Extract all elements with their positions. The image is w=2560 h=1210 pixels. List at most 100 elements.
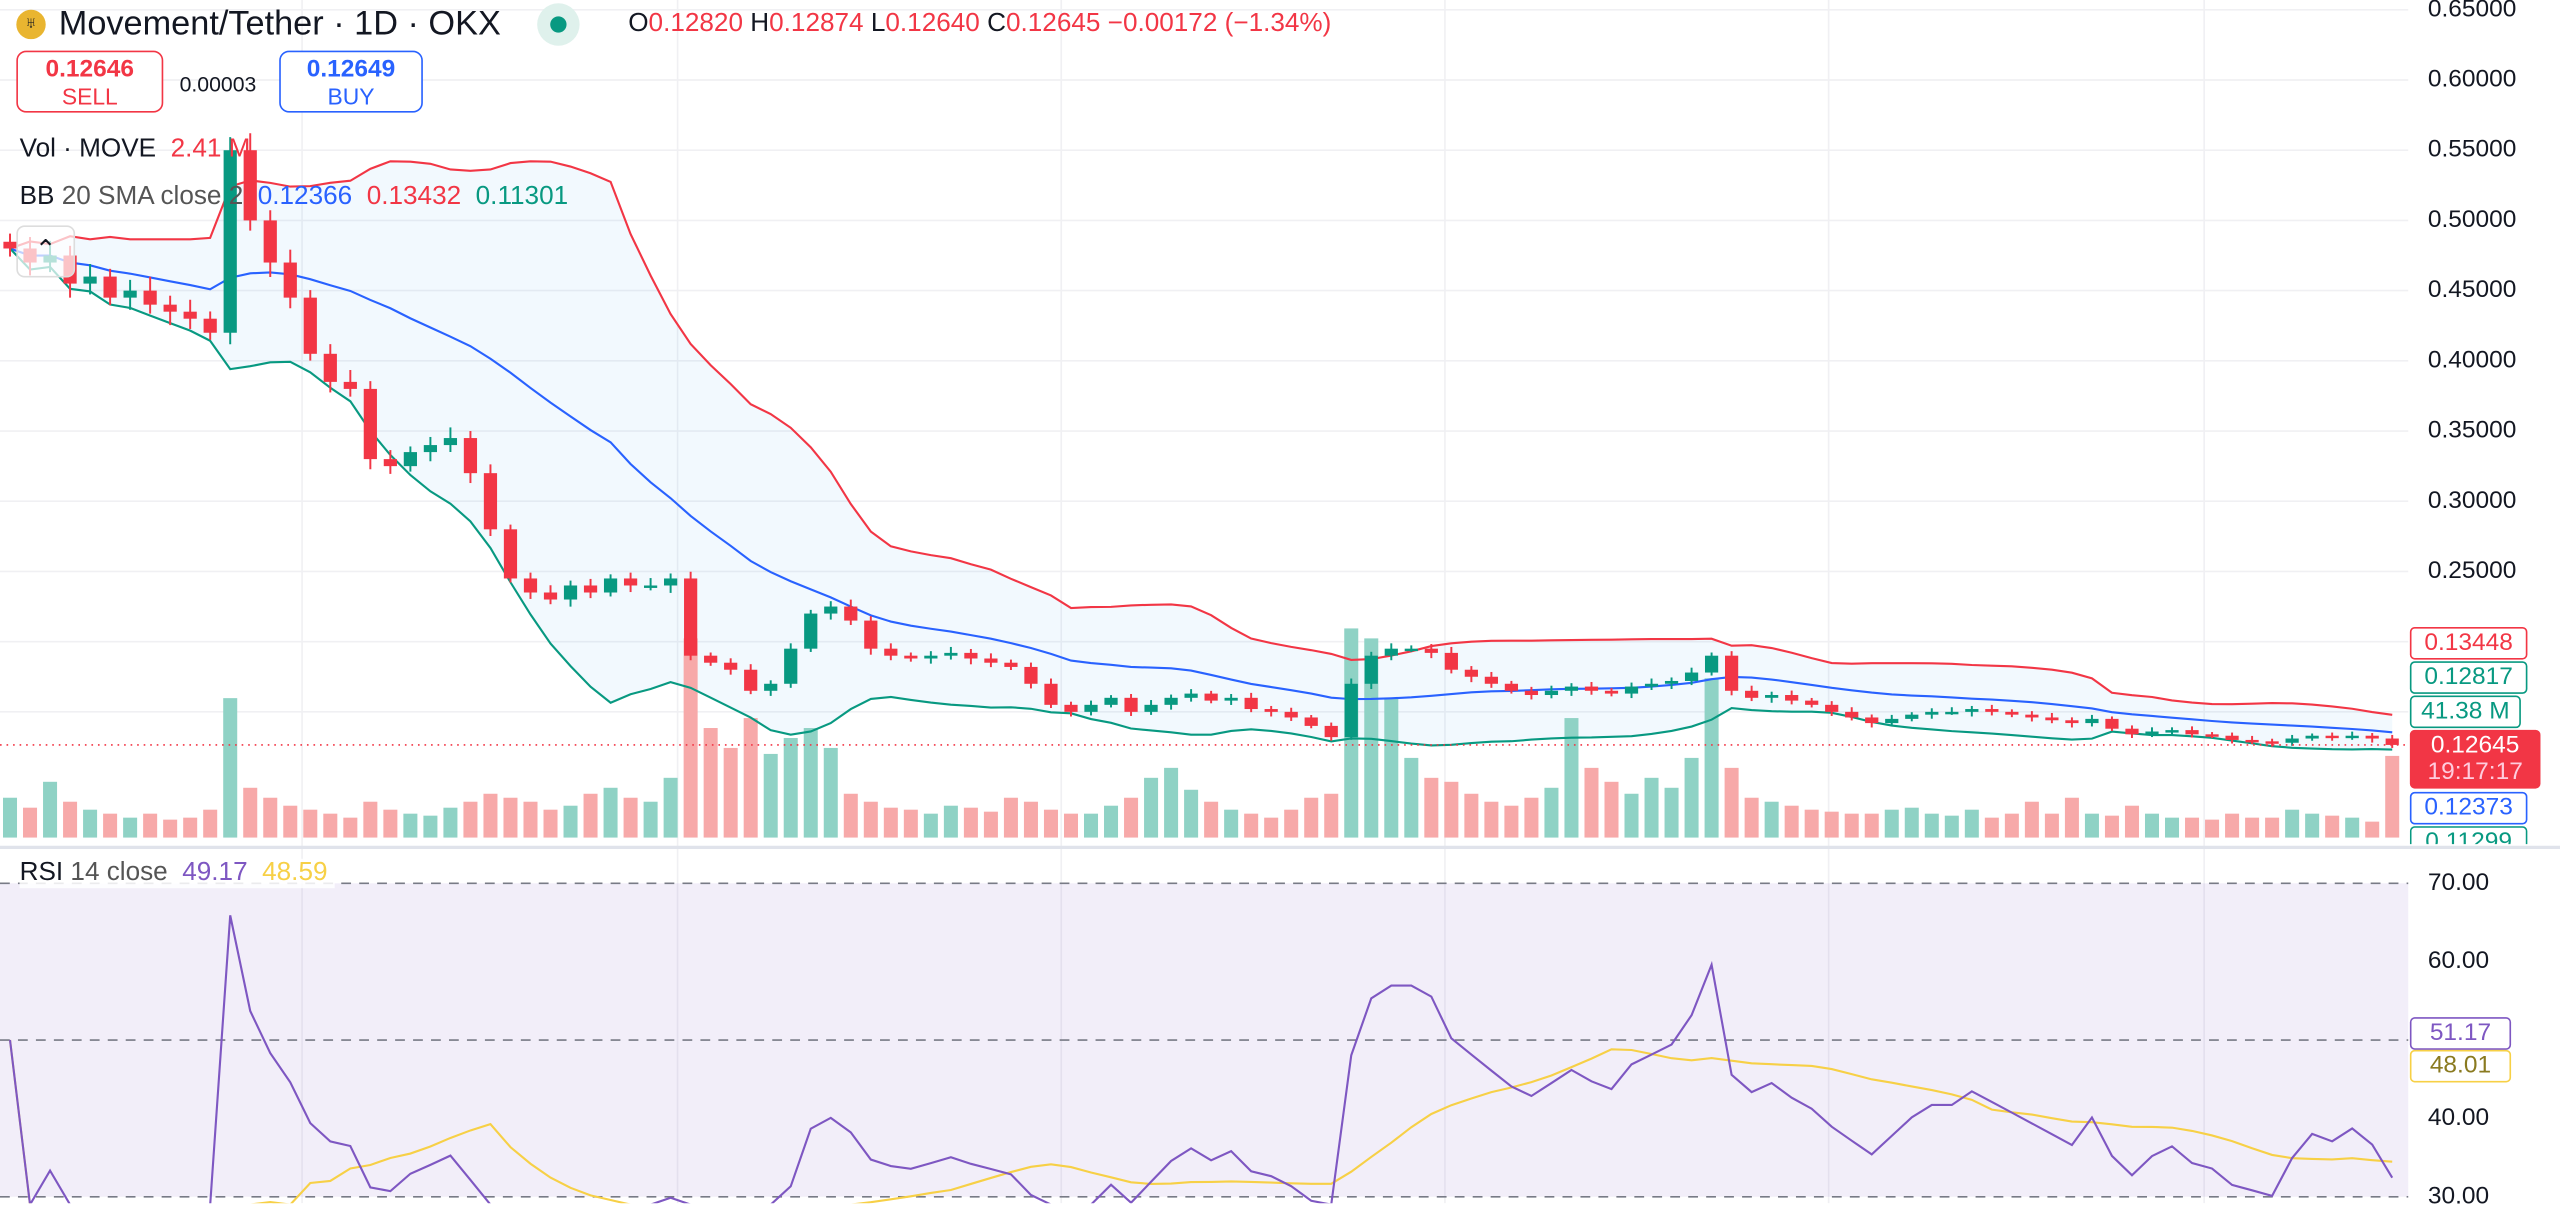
volume-bar [1784, 805, 1799, 838]
candle-body [1184, 693, 1198, 698]
volume-bar [223, 698, 238, 838]
candle-body [1965, 709, 1979, 712]
volume-bar [183, 817, 198, 838]
bb-basis-close-badge: 0.12817 [2409, 661, 2528, 694]
candle-body [2025, 714, 2039, 718]
volume-bar [1804, 809, 1819, 838]
volume-bar [103, 813, 118, 838]
volume-bar [2064, 797, 2079, 838]
candle-body [603, 578, 618, 593]
candle-body [123, 290, 137, 298]
volume-bar [983, 811, 998, 838]
price-tick-label: 0.30000 [2427, 486, 2517, 515]
candle-body [643, 585, 658, 588]
sell-button[interactable]: 0.12646 SELL [16, 50, 164, 113]
volume-bar [2124, 805, 2139, 838]
candle-body [1865, 717, 1879, 724]
candle-body [964, 652, 978, 659]
volume-bar [1144, 777, 1159, 838]
volume-bar [23, 807, 38, 838]
bb-basis-badge: 0.12373 [2409, 791, 2528, 825]
candle-body [764, 683, 778, 691]
volume-bar [1604, 781, 1619, 838]
candle-body [1484, 676, 1498, 684]
volume-bar [603, 787, 618, 838]
volume-bar [1704, 678, 1719, 838]
candle-body [343, 381, 357, 389]
candle-body [1785, 695, 1799, 701]
volume-bar [2044, 813, 2059, 838]
volume-bar [1204, 801, 1219, 838]
candle-body [463, 438, 478, 474]
volume-bar [1063, 813, 1078, 838]
volume-bar [743, 718, 758, 838]
volume-bar [1484, 801, 1499, 838]
candle-body [1284, 711, 1298, 718]
volume-bar [1724, 767, 1739, 838]
buy-button[interactable]: 0.12649 BUY [279, 50, 423, 113]
collapse-legend-button[interactable]: ⌃ [16, 225, 76, 278]
candle-body [2105, 718, 2119, 729]
candle-body [1684, 672, 1699, 681]
candle-body [1524, 690, 1539, 696]
volume-bar [483, 793, 498, 838]
volume-bar [1524, 797, 1539, 838]
volume-bar [2345, 817, 2360, 838]
candle-body [984, 658, 998, 663]
volume-bar [303, 809, 318, 838]
candle-body [1144, 704, 1158, 712]
volume-bar [1624, 793, 1639, 838]
volume-bar [1984, 817, 1999, 838]
candle-body [1825, 704, 1839, 712]
candle-body [1384, 648, 1398, 656]
rsi-badge: 51.17 [2409, 1017, 2512, 1050]
price-tick-label: 0.55000 [2427, 135, 2517, 164]
candle-body [924, 655, 938, 659]
candle-body [1544, 690, 1559, 696]
rsi-tick-label: 30.00 [2427, 1182, 2490, 1210]
volume-bar [2084, 813, 2099, 838]
volume-bar [563, 805, 578, 838]
candle-body [1925, 711, 1939, 715]
candle-body [403, 452, 417, 467]
volume-bar [203, 809, 218, 838]
candle-body [1004, 662, 1018, 667]
candle-body [3, 241, 17, 249]
volume-bar [443, 807, 458, 838]
candle-body [824, 606, 838, 614]
candle-body [2045, 717, 2059, 721]
candle-body [2205, 734, 2219, 737]
bb-lower-line [9, 247, 2393, 751]
candle-body [1464, 669, 1478, 677]
volume-bar [923, 813, 938, 838]
volume-bar [903, 809, 918, 838]
volume-bar [943, 805, 958, 838]
candle-body [1765, 695, 1779, 698]
candle-body [503, 529, 518, 579]
candle-body [744, 669, 758, 691]
candle-body [2325, 735, 2339, 739]
spread-value: 0.00003 [179, 71, 257, 97]
volume-legend[interactable]: Vol · MOVE 2.41 M [19, 135, 251, 164]
candle-body [103, 276, 117, 298]
volume-bar [83, 809, 98, 838]
volume-bar [1824, 811, 1839, 838]
candle-body [583, 585, 598, 593]
candle-body [904, 655, 918, 659]
volume-bar [1184, 789, 1199, 838]
rsi-legend[interactable]: RSI 14 close 49.17 48.59 [19, 858, 335, 889]
volume-bar [423, 815, 438, 838]
volume-bar [463, 801, 478, 838]
candle-body [1644, 683, 1659, 687]
candle-body [1845, 711, 1859, 718]
candle-body [2225, 735, 2239, 740]
candle-body [2385, 738, 2399, 745]
candle-body [303, 297, 317, 354]
volume-bar [2365, 821, 2380, 838]
bb-legend[interactable]: BB 20 SMA close 2 0.12366 0.13432 0.1130… [19, 182, 569, 211]
candle-body [944, 652, 958, 656]
volume-bar [1764, 801, 1779, 838]
symbol-title[interactable]: Movement/Tether · 1D · OKX [58, 4, 501, 43]
volume-bar [1424, 777, 1439, 838]
